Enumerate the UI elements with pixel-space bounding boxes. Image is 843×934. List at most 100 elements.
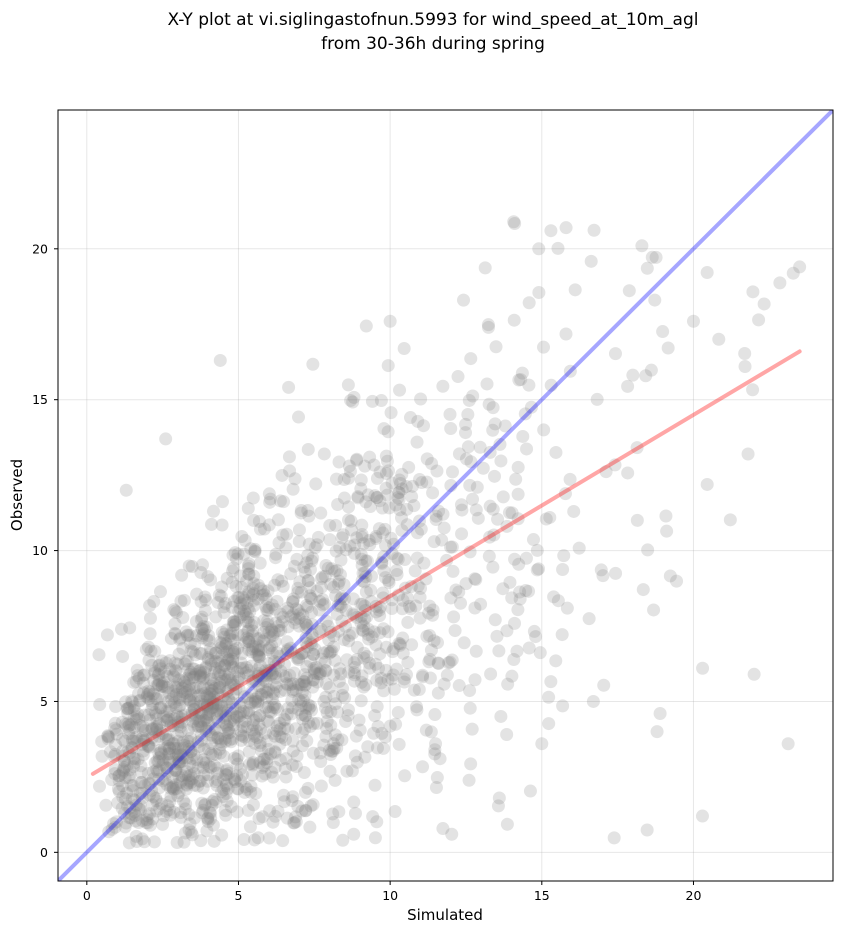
data-point <box>428 708 442 722</box>
data-point <box>151 668 165 682</box>
data-point <box>252 643 266 657</box>
data-point <box>630 513 644 527</box>
data-point <box>357 646 371 660</box>
data-point <box>213 680 227 694</box>
data-point <box>193 666 207 680</box>
data-point <box>152 755 166 769</box>
data-point <box>387 682 401 696</box>
data-point <box>171 657 185 671</box>
data-point <box>260 714 274 728</box>
data-point <box>225 676 239 690</box>
data-point <box>187 670 201 684</box>
data-point <box>237 547 251 561</box>
data-point <box>348 538 362 552</box>
data-point <box>222 722 236 736</box>
data-point <box>155 676 169 690</box>
data-point <box>379 449 393 463</box>
data-point <box>319 677 333 691</box>
data-point <box>227 678 241 692</box>
data-point <box>505 506 519 520</box>
data-point <box>259 620 273 634</box>
data-point <box>338 592 352 606</box>
data-point <box>639 369 653 383</box>
data-point <box>290 749 304 763</box>
data-point <box>323 646 337 660</box>
data-point <box>248 696 262 710</box>
data-point <box>255 669 269 683</box>
data-point <box>258 726 272 740</box>
data-point <box>412 683 426 697</box>
data-point <box>310 675 324 689</box>
data-point <box>297 765 311 779</box>
data-point <box>266 770 280 784</box>
data-point <box>572 541 586 555</box>
data-point <box>409 599 423 613</box>
data-point <box>233 696 247 710</box>
data-point <box>422 655 436 669</box>
data-point <box>466 389 480 403</box>
data-point <box>203 692 217 706</box>
data-point <box>486 423 500 437</box>
data-point <box>240 706 254 720</box>
data-point <box>496 582 510 596</box>
data-point <box>326 744 340 758</box>
data-point <box>121 717 135 731</box>
data-point <box>411 414 425 428</box>
data-point <box>419 723 433 737</box>
data-point <box>257 633 271 647</box>
data-point <box>122 718 136 732</box>
data-point <box>500 817 514 831</box>
data-point <box>366 810 380 824</box>
data-point <box>463 478 477 492</box>
data-point <box>334 592 348 606</box>
data-point <box>156 753 170 767</box>
data-point <box>338 691 352 705</box>
data-point <box>166 780 180 794</box>
data-point <box>299 631 313 645</box>
data-point <box>360 554 374 568</box>
data-point <box>200 824 214 838</box>
data-point <box>124 779 138 793</box>
data-point <box>252 669 266 683</box>
data-point <box>280 708 294 722</box>
data-point <box>127 675 141 689</box>
data-point <box>150 763 164 777</box>
data-point <box>339 543 353 557</box>
data-point <box>231 641 245 655</box>
data-point <box>132 671 146 685</box>
data-point <box>257 669 271 683</box>
data-point <box>269 547 283 561</box>
data-point <box>259 664 273 678</box>
data-point <box>215 637 229 651</box>
data-point <box>238 533 252 547</box>
data-point <box>355 574 369 588</box>
data-point <box>288 616 302 630</box>
data-point <box>327 629 341 643</box>
data-point <box>265 622 279 636</box>
data-point <box>284 641 298 655</box>
data-point <box>171 747 185 761</box>
data-point <box>529 630 543 644</box>
data-point <box>172 691 186 705</box>
data-point <box>241 624 255 638</box>
data-point <box>392 492 406 506</box>
data-point <box>286 677 300 691</box>
data-point <box>234 724 248 738</box>
data-point <box>204 657 218 671</box>
data-point <box>236 628 250 642</box>
data-point <box>341 703 355 717</box>
data-point <box>127 805 141 819</box>
data-point <box>723 513 737 527</box>
data-point <box>348 660 362 674</box>
data-point <box>513 592 527 606</box>
data-point <box>355 530 369 544</box>
data-point <box>328 773 342 787</box>
data-point <box>241 803 255 817</box>
data-point <box>261 617 275 631</box>
data-point <box>242 562 256 576</box>
data-point <box>323 680 337 694</box>
data-point <box>323 764 337 778</box>
data-point <box>306 746 320 760</box>
data-point <box>444 591 458 605</box>
data-point <box>209 697 223 711</box>
